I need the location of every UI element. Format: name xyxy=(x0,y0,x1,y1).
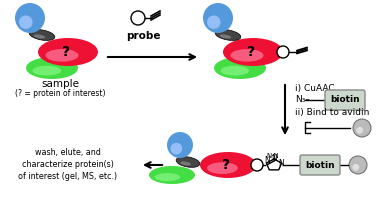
Text: ?: ? xyxy=(222,158,230,172)
Circle shape xyxy=(356,127,363,134)
Ellipse shape xyxy=(220,66,249,76)
Text: wash, elute, and
characterize protein(s)
of interest (gel, MS, etc.): wash, elute, and characterize protein(s)… xyxy=(18,148,118,181)
FancyBboxPatch shape xyxy=(300,155,340,175)
Text: ?: ? xyxy=(62,45,70,59)
Ellipse shape xyxy=(180,161,191,166)
Text: i) CuAAC: i) CuAAC xyxy=(295,84,335,92)
Ellipse shape xyxy=(214,57,266,79)
Text: probe: probe xyxy=(126,31,160,41)
Circle shape xyxy=(277,46,289,58)
Ellipse shape xyxy=(29,30,55,40)
Circle shape xyxy=(349,156,367,174)
Text: sample: sample xyxy=(41,79,79,89)
Circle shape xyxy=(251,159,263,171)
FancyBboxPatch shape xyxy=(325,90,365,110)
Ellipse shape xyxy=(155,173,180,181)
Text: (? = protein of interest): (? = protein of interest) xyxy=(15,90,105,98)
Text: biotin: biotin xyxy=(305,160,335,170)
Ellipse shape xyxy=(207,162,238,174)
Ellipse shape xyxy=(33,66,61,76)
Ellipse shape xyxy=(176,157,200,167)
Circle shape xyxy=(19,15,33,29)
Ellipse shape xyxy=(34,34,45,39)
Circle shape xyxy=(171,143,182,154)
Circle shape xyxy=(352,164,359,171)
Circle shape xyxy=(167,132,193,158)
Ellipse shape xyxy=(223,38,283,66)
Ellipse shape xyxy=(220,34,231,39)
Text: N: N xyxy=(265,156,270,165)
Text: ii) Bind to avidin: ii) Bind to avidin xyxy=(295,108,369,117)
Circle shape xyxy=(207,15,221,29)
Text: N: N xyxy=(278,159,284,168)
Ellipse shape xyxy=(38,38,98,66)
Ellipse shape xyxy=(200,152,256,178)
Circle shape xyxy=(15,3,45,33)
Ellipse shape xyxy=(215,30,241,40)
Ellipse shape xyxy=(45,49,78,62)
Text: biotin: biotin xyxy=(330,96,360,104)
Ellipse shape xyxy=(149,166,195,184)
Text: N: N xyxy=(272,154,278,163)
Text: N₃–: N₃– xyxy=(295,96,310,104)
Circle shape xyxy=(203,3,233,33)
Circle shape xyxy=(131,11,145,25)
Ellipse shape xyxy=(230,49,263,62)
Text: ?: ? xyxy=(247,45,255,59)
Circle shape xyxy=(353,119,371,137)
Text: N·N: N·N xyxy=(266,153,279,159)
Ellipse shape xyxy=(26,57,78,79)
